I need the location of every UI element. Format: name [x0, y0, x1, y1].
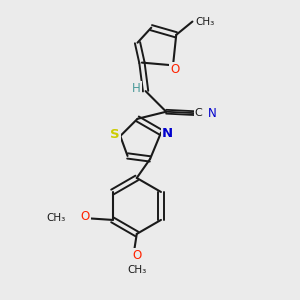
Text: H: H: [132, 82, 140, 95]
Text: S: S: [110, 128, 120, 141]
Text: O: O: [133, 249, 142, 262]
Text: N: N: [162, 127, 173, 140]
Text: O: O: [80, 210, 90, 223]
Text: CH₃: CH₃: [195, 16, 214, 27]
Text: N: N: [208, 107, 216, 120]
Text: C: C: [195, 108, 203, 118]
Text: O: O: [170, 63, 179, 76]
Text: CH₃: CH₃: [127, 265, 146, 275]
Text: CH₃: CH₃: [46, 214, 65, 224]
